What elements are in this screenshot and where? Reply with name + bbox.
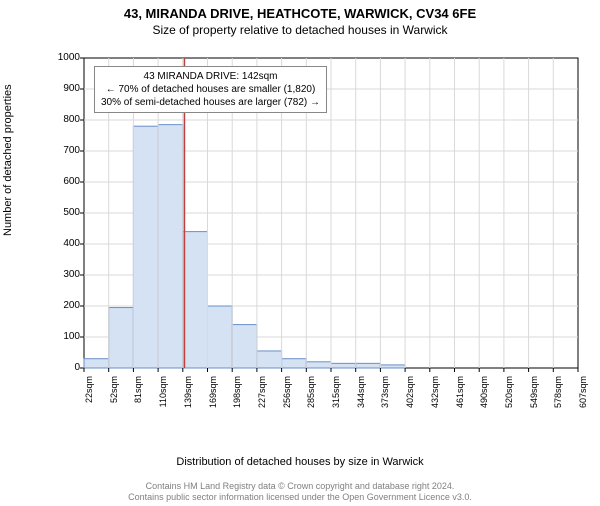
annotation-line-2: ← 70% of detached houses are smaller (1,… [101,83,320,96]
chart-container: 0 100 200 300 400 500 600 700 800 900 1000 22sqm 52… [48,50,588,430]
x-tick-label: 139sqm [183,376,193,416]
x-tick-label: 373sqm [380,376,390,416]
y-tick-label: 0 [52,362,80,373]
x-tick-label: 198sqm [232,376,242,416]
x-tick-label: 402sqm [405,376,415,416]
x-tick-label: 110sqm [158,376,168,416]
y-tick-label: 600 [52,176,80,187]
x-tick-label: 344sqm [356,376,366,416]
y-tick-label: 800 [52,114,80,125]
x-tick-label: 520sqm [504,376,514,416]
x-tick-label: 432sqm [430,376,440,416]
x-tick-label: 490sqm [479,376,489,416]
x-tick-label: 578sqm [553,376,563,416]
page-subtitle: Size of property relative to detached ho… [0,23,600,37]
annotation-line-3: 30% of semi-detached houses are larger (… [101,96,320,109]
x-tick-label: 607sqm [578,376,588,416]
y-tick-label: 700 [52,145,80,156]
page-title-address: 43, MIRANDA DRIVE, HEATHCOTE, WARWICK, C… [0,6,600,21]
x-axis-label: Distribution of detached houses by size … [0,456,600,468]
x-tick-label: 549sqm [529,376,539,416]
y-tick-label: 1000 [52,52,80,63]
y-tick-label: 100 [52,331,80,342]
x-tick-label: 52sqm [109,376,119,416]
footer-attribution: Contains HM Land Registry data © Crown c… [0,481,600,504]
y-tick-label: 500 [52,207,80,218]
y-tick-label: 400 [52,238,80,249]
property-annotation-box: 43 MIRANDA DRIVE: 142sqm ← 70% of detach… [94,66,327,113]
y-axis-label: Number of detached properties [2,84,14,236]
footer-line-1: Contains HM Land Registry data © Crown c… [0,481,600,493]
footer-line-2: Contains public sector information licen… [0,492,600,504]
y-tick-label: 200 [52,300,80,311]
x-tick-label: 22sqm [84,376,94,416]
y-tick-label: 300 [52,269,80,280]
annotation-line-1: 43 MIRANDA DRIVE: 142sqm [101,70,320,83]
x-tick-label: 169sqm [208,376,218,416]
x-tick-label: 256sqm [282,376,292,416]
x-tick-label: 315sqm [331,376,341,416]
x-tick-label: 227sqm [257,376,267,416]
x-tick-label: 285sqm [306,376,316,416]
y-tick-label: 900 [52,83,80,94]
x-tick-label: 461sqm [455,376,465,416]
x-tick-label: 81sqm [133,376,143,416]
